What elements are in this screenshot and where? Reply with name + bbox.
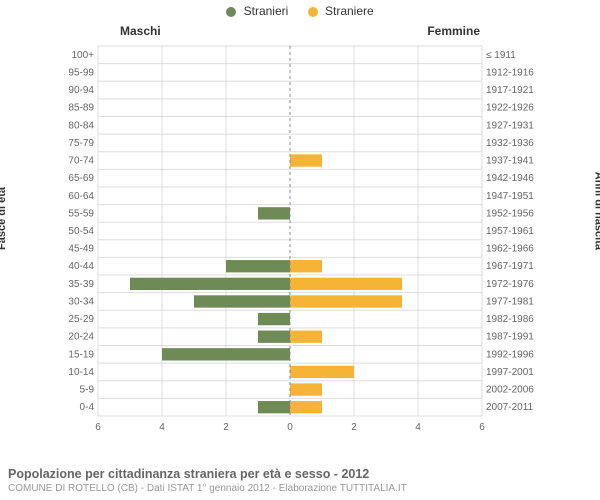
age-label: 60-64 — [68, 191, 94, 202]
legend-dot-female — [308, 7, 318, 17]
bar-female — [290, 295, 402, 307]
age-label: 5-9 — [80, 385, 95, 396]
age-label: 80-84 — [68, 120, 94, 131]
age-label: 70-74 — [68, 156, 94, 167]
column-title-male: Maschi — [120, 24, 161, 38]
birth-label: ≤ 1911 — [486, 50, 516, 61]
bar-male — [258, 207, 290, 219]
age-label: 45-49 — [68, 244, 94, 255]
age-label: 20-24 — [68, 332, 94, 343]
birth-label: 1987-1991 — [486, 332, 534, 343]
population-pyramid-chart: 0 2 2 4 4 6 6 100+ ≤ 1911 95-99 1912-1916 90-94 1917… — [60, 40, 540, 440]
age-label: 85-89 — [68, 103, 94, 114]
bar-male — [258, 401, 290, 413]
birth-label: 1937-1941 — [486, 156, 534, 167]
svg-text:4: 4 — [159, 422, 165, 433]
bar-male — [258, 331, 290, 343]
bar-male — [162, 348, 290, 360]
birth-label: 2007-2011 — [486, 402, 534, 413]
chart-subtitle: COMUNE DI ROTELLO (CB) - Dati ISTAT 1° g… — [8, 483, 592, 494]
y-axis-label-left: Fasce di età — [0, 187, 8, 250]
bar-female — [290, 260, 322, 272]
age-label: 55-59 — [68, 208, 94, 219]
birth-label: 1992-1996 — [486, 349, 534, 360]
legend: Stranieri Straniere — [0, 4, 600, 18]
birth-label: 1972-1976 — [486, 279, 534, 290]
age-label: 40-44 — [68, 261, 94, 272]
birth-label: 1947-1951 — [486, 191, 534, 202]
age-label: 15-19 — [68, 349, 94, 360]
bar-female — [290, 331, 322, 343]
birth-label: 1962-1966 — [486, 244, 534, 255]
birth-label: 1982-1986 — [486, 314, 534, 325]
legend-item-male: Stranieri — [226, 4, 288, 18]
age-label: 25-29 — [68, 314, 94, 325]
birth-label: 2002-2006 — [486, 385, 534, 396]
age-label: 30-34 — [68, 296, 94, 307]
bar-female — [290, 383, 322, 395]
bar-male — [194, 295, 290, 307]
legend-label-male: Stranieri — [244, 4, 289, 18]
age-label: 95-99 — [68, 67, 94, 78]
bar-female — [290, 366, 354, 378]
bar-male — [258, 313, 290, 325]
age-label: 90-94 — [68, 85, 94, 96]
chart-footer: Popolazione per cittadinanza straniera p… — [8, 467, 592, 494]
age-label: 75-79 — [68, 138, 94, 149]
age-label: 0-4 — [80, 402, 95, 413]
birth-label: 1917-1921 — [486, 85, 534, 96]
age-label: 10-14 — [68, 367, 94, 378]
birth-label: 1997-2001 — [486, 367, 534, 378]
svg-text:2: 2 — [351, 422, 357, 433]
svg-text:6: 6 — [95, 422, 101, 433]
birth-label: 1932-1936 — [486, 138, 534, 149]
bar-male — [226, 260, 290, 272]
svg-text:4: 4 — [415, 422, 421, 433]
age-label: 35-39 — [68, 279, 94, 290]
birth-label: 1942-1946 — [486, 173, 534, 184]
column-title-female: Femmine — [427, 24, 480, 38]
birth-label: 1912-1916 — [486, 67, 534, 78]
birth-label: 1922-1926 — [486, 103, 534, 114]
birth-label: 1967-1971 — [486, 261, 534, 272]
legend-label-female: Straniere — [325, 4, 374, 18]
y-axis-label-right: Anni di nascita — [592, 172, 600, 250]
svg-text:6: 6 — [479, 422, 485, 433]
chart-title: Popolazione per cittadinanza straniera p… — [8, 467, 592, 481]
age-label: 100+ — [71, 50, 94, 61]
bar-female — [290, 154, 322, 166]
birth-label: 1957-1961 — [486, 226, 534, 237]
birth-label: 1952-1956 — [486, 208, 534, 219]
age-label: 65-69 — [68, 173, 94, 184]
bar-male — [130, 278, 290, 290]
age-label: 50-54 — [68, 226, 94, 237]
bar-female — [290, 278, 402, 290]
birth-label: 1927-1931 — [486, 120, 534, 131]
legend-dot-male — [226, 7, 236, 17]
svg-text:2: 2 — [223, 422, 229, 433]
birth-label: 1977-1981 — [486, 296, 534, 307]
legend-item-female: Straniere — [308, 4, 374, 18]
svg-text:0: 0 — [287, 422, 293, 433]
bar-female — [290, 401, 322, 413]
